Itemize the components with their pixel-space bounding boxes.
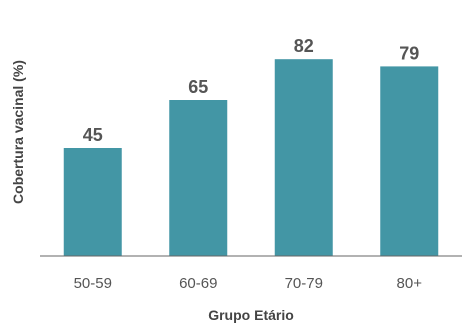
data-labels-layer: 45 65 82 79 (83, 36, 420, 145)
bar-60-69 (169, 100, 228, 256)
x-tick-label-60-69: 60-69 (179, 275, 217, 292)
x-tick-label-70-79: 70-79 (285, 275, 323, 292)
bar-80+ (380, 66, 439, 257)
data-label-60-69: 65 (188, 77, 208, 97)
data-label-70-79: 82 (294, 36, 314, 56)
bar-50-59 (63, 148, 122, 256)
x-tick-label-50-59: 50-59 (74, 275, 112, 292)
y-axis-title: Cobertura vacinal (%) (10, 60, 26, 204)
x-tick-labels-layer: 50-59 60-69 70-79 80+ (74, 275, 423, 292)
data-label-50-59: 45 (83, 125, 103, 145)
x-tick-label-80+: 80+ (397, 275, 423, 292)
data-label-80+: 79 (399, 43, 419, 63)
x-axis-title: Grupo Etário (208, 307, 294, 323)
bar-70-79 (274, 59, 333, 257)
bars-layer (63, 59, 439, 257)
